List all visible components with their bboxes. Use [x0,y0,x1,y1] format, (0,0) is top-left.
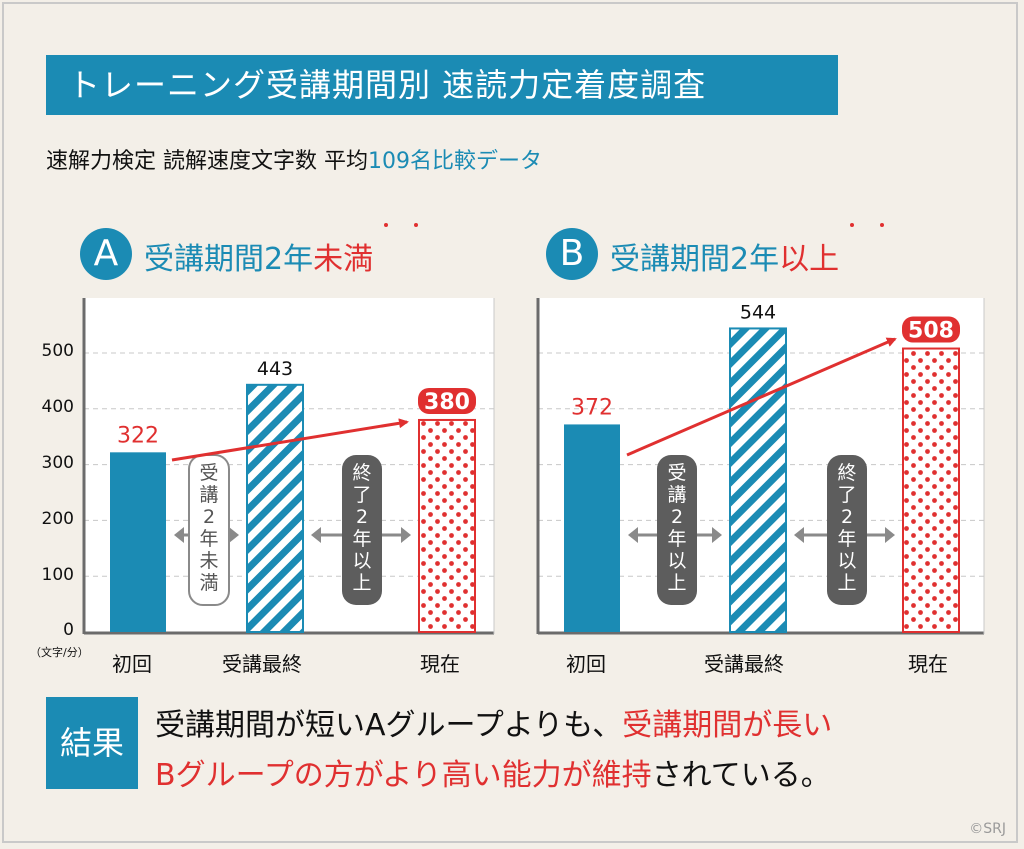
group-a-badge: A [80,228,132,280]
annotation-char: 2 [356,506,368,528]
span-arrow-head-right [885,527,895,543]
span-arrow-head-right [401,527,411,543]
result-label: 結果 [46,697,138,789]
result-line-1-red: 受講期間が長い [622,708,833,743]
page-title: トレーニング受講期間別 速読力定着度調査 [46,55,838,115]
trend-arrow [171,418,409,462]
span-arrow-head-right [229,527,239,543]
annotation-char: 年 [352,528,371,550]
bar [110,452,166,632]
result-line-1: 受講期間が短いAグループよりも、受講期間が長い [155,700,832,744]
x-label-b-0: 初回 [566,652,606,676]
subtitle: 速解力検定 読解速度文字数 平均109名比較データ [46,143,542,175]
data-label: 443 [257,358,293,380]
y-tick-label: 500 [41,341,74,361]
annotation-char: 講 [199,484,218,506]
y-tick-label: 100 [41,565,74,585]
group-a-heading: A 受講期間2年未満 [80,223,480,280]
annotation-char: 講 [667,484,686,506]
result-line-1-black: 受講期間が短いAグループよりも、 [155,708,623,743]
annotation-char: 未 [199,550,218,572]
x-label-a-0: 初回 [112,652,152,676]
y-tick-label: 400 [41,397,74,417]
emphasis-dot [850,223,854,227]
group-a-label-main: 受講期間2年 [144,242,314,277]
bar [418,418,476,633]
annotation-char: 年 [837,528,856,550]
copyright: ©SRJ [969,821,1006,837]
emphasis-dot [880,223,884,227]
y-tick-label: 0 [63,620,74,640]
annotation-char: 以 [667,550,686,572]
annotation-pill [657,455,697,605]
y-tick-label: 200 [41,509,74,529]
data-label: 380 [424,390,470,415]
annotation-char: 年 [199,528,218,550]
annotation-char: 満 [199,572,218,594]
bar [564,424,620,632]
group-a-label: 受講期間2年未満 [144,234,373,278]
annotation-char: 終 [837,462,856,484]
annotation-char: 受 [667,462,686,484]
annotation-char: 上 [667,572,686,594]
span-arrow-head-left [311,527,321,543]
annotation-char: 受 [199,462,218,484]
emphasis-dot [414,223,418,227]
subtitle-prefix: 速解力検定 読解速度文字数 平均 [46,149,368,174]
group-b-heading: B 受講期間2年以上 [546,223,946,280]
y-axis-unit: （文字/分） [30,646,89,659]
result-line-2-black: されている。 [651,758,831,793]
trend-arrow [626,337,897,457]
annotation-char: 上 [352,572,371,594]
x-label-b-2: 現在 [908,652,948,676]
group-b-label-emphasis: 以上 [779,242,840,277]
span-arrow-head-right [712,527,722,543]
annotation-char: 上 [837,572,856,594]
annotation-char: 2 [203,506,215,528]
data-label: 372 [571,395,613,420]
annotation-pill [827,455,867,605]
group-b-label-main: 受講期間2年 [610,242,780,277]
data-label: 544 [740,301,776,323]
subtitle-highlight: 109名比較データ [368,149,542,174]
span-arrow-head-left [628,527,638,543]
annotation-char: 以 [837,550,856,572]
bar [246,383,304,633]
annotation-char: 年 [667,528,686,550]
annotation-pill [342,455,382,605]
group-b-badge: B [546,228,598,280]
value-label-box [418,387,476,414]
annotation-char: 2 [671,506,683,528]
span-arrow-head-left [174,527,184,543]
y-tick-label: 300 [41,453,74,473]
x-label-b-1: 受講最終 [704,652,784,676]
x-label-a-2: 現在 [420,652,460,676]
annotation-char: 以 [352,550,371,572]
annotation-char: 了 [837,484,856,506]
x-label-a-1: 受講最終 [222,652,302,676]
data-label: 508 [908,319,954,344]
annotation-char: 了 [352,484,371,506]
emphasis-dot [384,223,388,227]
bar [902,347,960,633]
bar [729,327,787,633]
group-b-label: 受講期間2年以上 [610,234,839,278]
group-a-label-emphasis: 未満 [313,242,374,277]
result-line-2: Bグループの方がより高い能力が維持されている。 [155,750,831,794]
annotation-char: 終 [352,462,371,484]
span-arrow-head-left [794,527,804,543]
value-label-box [902,316,960,343]
annotation-char: 2 [841,506,853,528]
result-line-2-red: Bグループの方がより高い能力が維持 [155,758,652,793]
data-label: 322 [117,423,159,448]
